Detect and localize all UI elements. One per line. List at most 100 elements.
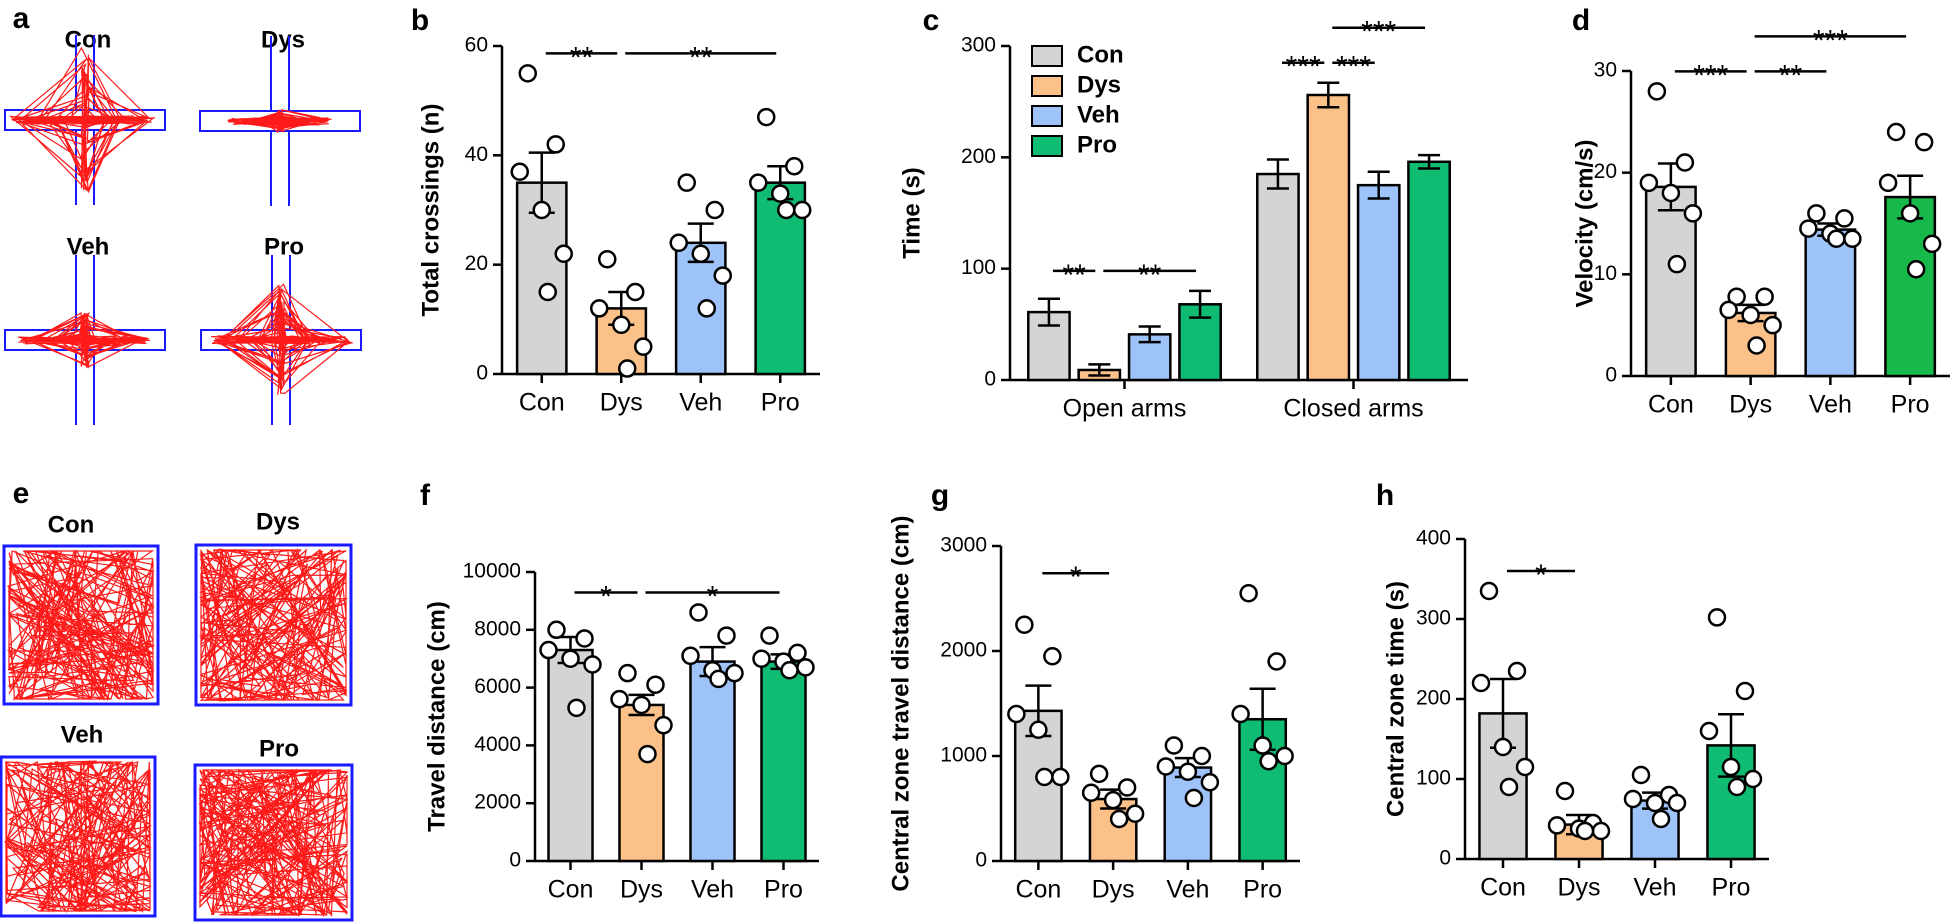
data-point — [510, 162, 529, 181]
data-point — [634, 337, 653, 356]
data-point — [1231, 704, 1250, 724]
y-tick-label: 20 — [465, 252, 488, 275]
data-point — [1843, 229, 1862, 248]
y-tick-label: 10 — [1594, 262, 1617, 285]
data-point — [539, 640, 558, 660]
data-point — [518, 64, 537, 83]
data-point — [1835, 209, 1854, 228]
panel-letter: g — [931, 479, 949, 512]
y-tick-label: 400 — [1416, 527, 1451, 550]
data-point — [567, 698, 586, 718]
data-point — [1591, 821, 1611, 841]
data-point — [1029, 720, 1048, 739]
data-point — [1683, 204, 1703, 223]
x-tick-label: Veh — [1633, 874, 1676, 902]
data-point — [1735, 681, 1755, 701]
arena-outline — [193, 763, 354, 922]
data-point — [1763, 315, 1782, 335]
data-point — [796, 658, 815, 677]
arena-outline — [2, 544, 160, 706]
data-point — [575, 629, 594, 648]
arena-outline — [0, 755, 157, 918]
significance-label: * — [1535, 559, 1547, 592]
data-point — [1253, 736, 1272, 755]
y-axis-title: Central zone travel distance (cm) — [887, 515, 914, 891]
y-tick-label: 1000 — [940, 744, 987, 767]
y-tick-label: 300 — [1416, 607, 1451, 630]
data-point — [1493, 737, 1513, 757]
data-point — [1727, 777, 1747, 797]
bar — [1884, 195, 1937, 378]
track-center — [275, 116, 285, 126]
y-tick-label: 8000 — [474, 617, 521, 640]
bar — [1804, 228, 1857, 378]
track-label: Dys — [261, 26, 305, 53]
track-center — [80, 115, 90, 125]
data-point — [1719, 300, 1738, 320]
arena-outline — [194, 543, 353, 707]
data-point — [590, 299, 609, 318]
y-tick-label: 3000 — [940, 534, 987, 557]
track-center — [276, 335, 286, 345]
x-tick-label: Closed arms — [1283, 395, 1423, 423]
y-tick-label: 200 — [1416, 687, 1451, 710]
data-point — [1647, 82, 1667, 101]
data-point — [691, 244, 710, 263]
bar — [547, 648, 594, 863]
y-tick-label: 2000 — [940, 639, 987, 662]
data-point — [1267, 652, 1286, 671]
track-trace — [18, 311, 151, 369]
data-point — [697, 299, 716, 318]
panel-letter: h — [1376, 479, 1394, 512]
significance-label: *** — [1693, 59, 1728, 92]
y-tick-label: 0 — [984, 368, 996, 391]
data-point — [1043, 647, 1062, 666]
legend-swatch — [1031, 135, 1063, 157]
y-tick-label: 0 — [476, 362, 488, 385]
data-point — [1922, 234, 1942, 254]
track-trace — [6, 549, 156, 702]
x-tick-label: Pro — [1891, 391, 1930, 419]
data-point — [1089, 764, 1109, 784]
y-tick-label: 10000 — [463, 560, 521, 583]
y-tick-label: 60 — [465, 34, 488, 57]
data-point — [646, 675, 665, 694]
x-tick-label: Pro — [764, 876, 803, 904]
x-tick-label: Con — [1480, 874, 1526, 902]
x-tick-label: Pro — [1243, 876, 1282, 904]
x-tick-label: Open arms — [1063, 395, 1187, 423]
data-point — [677, 173, 696, 192]
track-trace — [198, 548, 349, 702]
bar — [689, 660, 736, 863]
data-point — [689, 603, 708, 622]
data-point — [1755, 287, 1774, 306]
legend-label: Con — [1077, 41, 1124, 68]
data-point — [1799, 219, 1818, 238]
track-trace — [211, 283, 353, 395]
data-point — [1900, 204, 1920, 223]
y-tick-label: 6000 — [474, 675, 521, 698]
significance-label: ** — [1779, 59, 1803, 92]
significance-label: * — [707, 580, 719, 613]
data-point — [757, 107, 776, 127]
y-tick-label: 200 — [961, 145, 996, 168]
data-point — [1035, 767, 1054, 787]
panel-letter: f — [420, 479, 431, 512]
data-point — [725, 663, 744, 683]
y-axis-title: Central zone time (s) — [1382, 581, 1409, 817]
data-point — [1125, 804, 1145, 823]
significance-label: ** — [570, 41, 594, 74]
data-point — [638, 744, 657, 764]
track-trace — [4, 759, 153, 914]
data-point — [538, 282, 557, 302]
data-point — [705, 200, 724, 220]
legend-swatch — [1031, 45, 1063, 67]
data-point — [1575, 821, 1595, 841]
track-label: Pro — [264, 233, 304, 260]
x-tick-label: Dys — [1729, 391, 1772, 419]
data-point — [1555, 781, 1575, 801]
data-point — [1639, 173, 1659, 193]
data-point — [1164, 736, 1184, 755]
data-point — [1156, 757, 1176, 776]
